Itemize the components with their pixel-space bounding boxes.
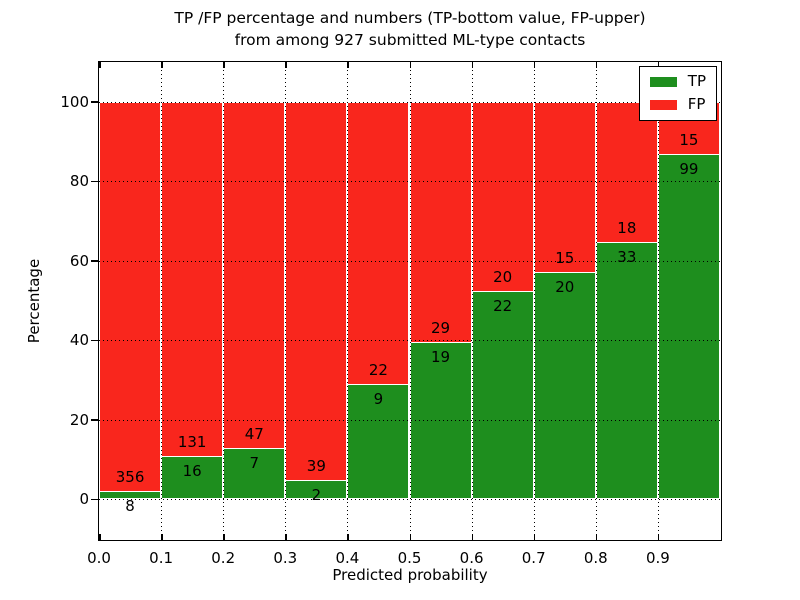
legend: TP FP bbox=[638, 66, 717, 121]
x-tick-label: 0.4 bbox=[335, 549, 360, 567]
x-tick-top bbox=[223, 62, 225, 68]
bar-fp-count-label: 20 bbox=[493, 268, 513, 287]
x-tick-label: 0.8 bbox=[583, 549, 608, 567]
x-tick bbox=[471, 534, 474, 540]
bar-tp-count-label: 8 bbox=[125, 496, 135, 515]
x-tick-label: 0.5 bbox=[397, 549, 422, 567]
bar-tp-segment bbox=[99, 490, 162, 500]
y-tick bbox=[91, 180, 98, 183]
legend-entry-tp: TP bbox=[648, 72, 706, 90]
bar-tp-count-label: 99 bbox=[679, 160, 699, 179]
bar-fp-count-label: 131 bbox=[177, 433, 207, 451]
y-tick-label: 0 bbox=[79, 490, 89, 509]
x-tick bbox=[347, 534, 349, 540]
tick-layer bbox=[91, 62, 721, 540]
y-tick-label: 20 bbox=[69, 410, 89, 429]
x-tick-top bbox=[347, 62, 349, 68]
bar-tp-count-label: 22 bbox=[493, 297, 513, 316]
x-tick-label: 0.0 bbox=[87, 549, 111, 567]
x-axis-label: Predicted probability bbox=[332, 566, 488, 584]
legend-tp-swatch bbox=[648, 75, 678, 88]
bar-tp-segment bbox=[347, 383, 410, 500]
y-tick bbox=[91, 339, 98, 342]
bar-fp-segment bbox=[285, 101, 348, 500]
x-tick bbox=[285, 534, 287, 540]
bar-fp-count-label: 15 bbox=[679, 131, 699, 150]
x-tick bbox=[533, 534, 536, 540]
y-tick bbox=[91, 101, 98, 103]
legend-fp-label: FP bbox=[687, 95, 706, 113]
v-gridline bbox=[595, 62, 597, 540]
x-tick-label: 0.2 bbox=[211, 549, 236, 567]
bar-fp-count-label: 22 bbox=[368, 360, 388, 379]
x-tick-label: 0.1 bbox=[149, 549, 174, 567]
chart-title-line1: TP /FP percentage and numbers (TP-bottom… bbox=[174, 9, 646, 27]
x-tick-top bbox=[533, 62, 536, 68]
bar-tp-count-label: 19 bbox=[431, 347, 451, 366]
bar-fp-count-label: 39 bbox=[306, 456, 326, 475]
legend-fp-swatch bbox=[648, 98, 678, 111]
chart-title: TP /FP percentage and numbers (TP-bottom… bbox=[98, 7, 722, 51]
x-tick bbox=[595, 534, 598, 540]
x-tick bbox=[409, 534, 411, 540]
v-gridline bbox=[533, 62, 535, 540]
y-tick bbox=[91, 419, 98, 421]
bar-fp-count-label: 15 bbox=[555, 249, 575, 268]
bar-tp-segment bbox=[161, 456, 224, 500]
bar-tp-count-label: 7 bbox=[249, 453, 260, 472]
y-tick bbox=[91, 260, 98, 262]
bars-layer bbox=[99, 62, 721, 540]
v-gridline bbox=[471, 62, 473, 540]
x-tick bbox=[99, 534, 101, 540]
bar-tp-count-label: 20 bbox=[555, 278, 575, 297]
bar-tp-count-label: 2 bbox=[311, 485, 322, 504]
bar-tp-count-label: 33 bbox=[617, 248, 637, 267]
bar-tp-segment bbox=[657, 154, 720, 500]
x-tick-top bbox=[657, 62, 660, 68]
legend-entry-fp: FP bbox=[648, 95, 706, 113]
x-tick-top bbox=[161, 62, 163, 68]
y-tick-label: 80 bbox=[69, 172, 89, 191]
bar-tp-segment bbox=[533, 272, 596, 500]
x-tick-label: 0.9 bbox=[645, 549, 670, 567]
bar-label-layer: 356 8 131 16 47 7 39 2 22 9 29 19 20 22 15 20 18 33 15 99 bbox=[99, 62, 721, 540]
tick-label-layer: 0.0 0.1 0.2 0.3 0.4 0.5 0.6 0.7 0.8 0.9 0 20 40 60 80 1… bbox=[60, 62, 721, 567]
x-tick-top bbox=[595, 62, 598, 68]
bar-fp-count-label: 47 bbox=[244, 424, 264, 443]
bar-tp-count-label: 9 bbox=[373, 389, 384, 408]
bar-fp-count-label: 356 bbox=[115, 467, 145, 486]
bar-tp-count-label: 16 bbox=[182, 462, 202, 480]
bar-fp-segment bbox=[99, 101, 162, 500]
x-tick-top bbox=[409, 62, 411, 68]
v-gridline bbox=[347, 62, 349, 540]
x-tick-top bbox=[471, 62, 474, 68]
y-tick-label: 60 bbox=[69, 251, 89, 270]
y-tick-label: 100 bbox=[60, 92, 89, 111]
bar-fp-count-label: 18 bbox=[617, 219, 637, 238]
bar-fp-segment bbox=[223, 101, 286, 500]
y-tick bbox=[91, 498, 98, 501]
x-tick-label: 0.3 bbox=[273, 549, 298, 567]
x-tick bbox=[161, 534, 163, 540]
v-gridline bbox=[657, 62, 659, 540]
chart-title-line2: from among 927 submitted ML-type contact… bbox=[234, 31, 586, 49]
bar-fp-count-label: 29 bbox=[431, 318, 451, 337]
plot-area: 356 8 131 16 47 7 39 2 22 9 29 19 20 22 15 20 18 33 15 99 0… bbox=[60, 61, 722, 567]
v-gridline bbox=[285, 62, 287, 540]
x-tick bbox=[657, 534, 660, 540]
x-tick-label: 0.6 bbox=[459, 549, 484, 567]
v-gridline bbox=[223, 62, 225, 540]
x-tick-label: 0.7 bbox=[521, 549, 546, 567]
v-gridline bbox=[161, 62, 163, 540]
v-gridline bbox=[409, 62, 411, 540]
bar-tp-segment bbox=[595, 242, 658, 500]
y-tick-label: 40 bbox=[69, 331, 89, 350]
x-tick bbox=[223, 534, 225, 540]
grid-layer bbox=[99, 62, 721, 540]
x-tick-top bbox=[99, 62, 101, 68]
x-tick-top bbox=[285, 62, 287, 68]
legend-tp-label: TP bbox=[687, 72, 706, 90]
